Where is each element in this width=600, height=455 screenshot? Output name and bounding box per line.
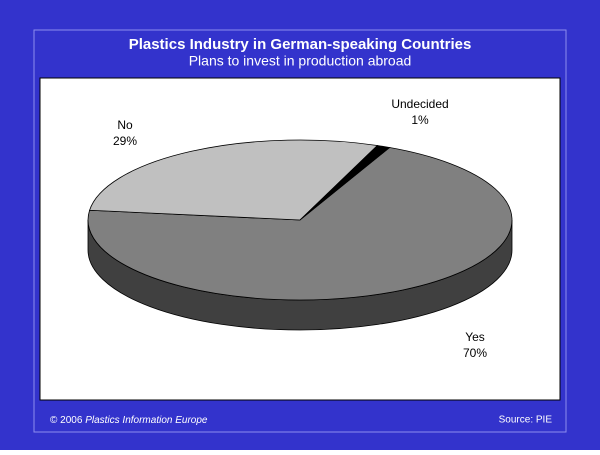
value-label: 29%: [113, 134, 137, 148]
publisher: Plastics Information Europe: [85, 415, 208, 426]
copyright: © 2006 Plastics Information Europe: [50, 415, 208, 426]
slice-label: Undecided: [391, 97, 448, 111]
value-label: 1%: [411, 113, 429, 127]
source: Source: PIE: [499, 415, 553, 426]
chart-title: Plastics Industry in German-speaking Cou…: [129, 36, 472, 53]
frame: [33, 29, 567, 433]
slice: [299, 145, 391, 221]
slice-label: Yes: [465, 330, 485, 344]
pie: [87, 139, 513, 331]
chart-subtitle: Plans to invest in production abroad: [189, 53, 412, 69]
slice: [87, 147, 513, 301]
value-label: 70%: [463, 346, 487, 360]
slice: [89, 139, 379, 221]
slice-label: No: [117, 118, 133, 132]
copyright-year: © 2006: [50, 415, 83, 426]
